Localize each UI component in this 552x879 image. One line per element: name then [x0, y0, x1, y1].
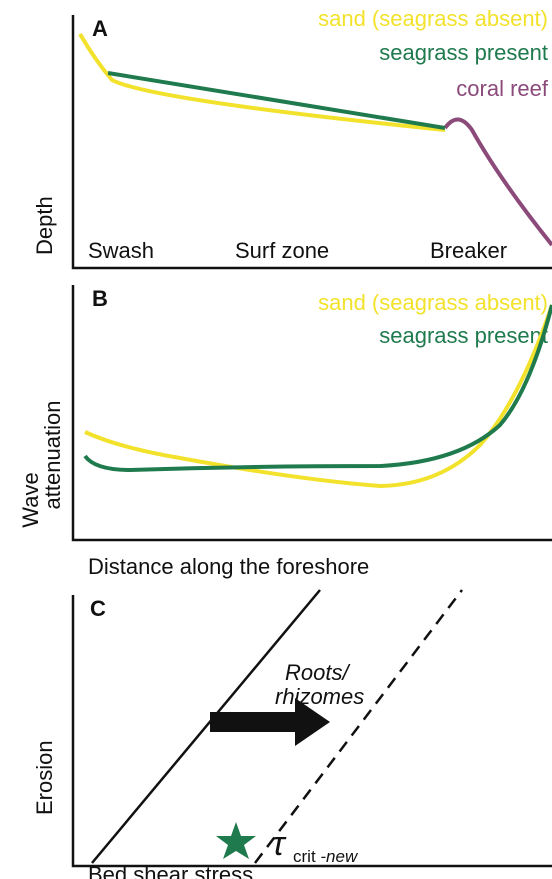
y-axis-label: attenuation	[40, 401, 65, 510]
suffix: -new	[316, 847, 359, 866]
y-axis-label: Wave	[18, 472, 43, 527]
subscript: crit	[293, 847, 316, 866]
y-axis-label: Erosion	[32, 740, 57, 815]
legend-entry: coral reef	[456, 76, 549, 101]
panel-c: C Erosion Bed shear stress Roots/ rhizom…	[32, 589, 552, 879]
axes	[71, 285, 552, 542]
panel-label: A	[92, 16, 108, 41]
shift-arrow	[210, 698, 330, 746]
panel-label: C	[90, 596, 106, 621]
tau-subscript: crit -new	[293, 847, 359, 866]
zone-label: Breaker	[430, 238, 507, 263]
sand-curve	[84, 304, 552, 489]
tau-symbol: τ	[272, 825, 287, 863]
legend-entry: seagrass present	[379, 323, 548, 348]
panel-b: B sand (seagrass absent) seagrass presen…	[18, 285, 552, 579]
coral-curve	[443, 117, 552, 247]
axes	[71, 595, 552, 868]
panel-label: B	[92, 286, 108, 311]
annotation: rhizomes	[275, 684, 364, 709]
axes	[71, 15, 552, 270]
panel-a: A sand (seagrass absent) seagrass presen…	[32, 6, 552, 270]
y-axis-label: Depth	[32, 196, 57, 255]
new-line	[254, 589, 463, 864]
zone-label: Swash	[88, 238, 154, 263]
seagrass-curve	[107, 71, 446, 130]
legend-entry: sand (seagrass absent)	[318, 290, 548, 315]
annotation: Roots/	[285, 660, 350, 685]
sand-curve	[78, 33, 446, 132]
zone-label: Surf zone	[235, 238, 329, 263]
star	[216, 822, 256, 859]
x-axis-label: Bed shear stress	[88, 862, 253, 879]
seagrass-curve	[83, 304, 552, 473]
legend-entry: seagrass present	[379, 40, 548, 65]
original-line	[91, 589, 321, 864]
x-axis-label: Distance along the foreshore	[88, 554, 369, 579]
legend-entry: sand (seagrass absent)	[318, 6, 548, 31]
